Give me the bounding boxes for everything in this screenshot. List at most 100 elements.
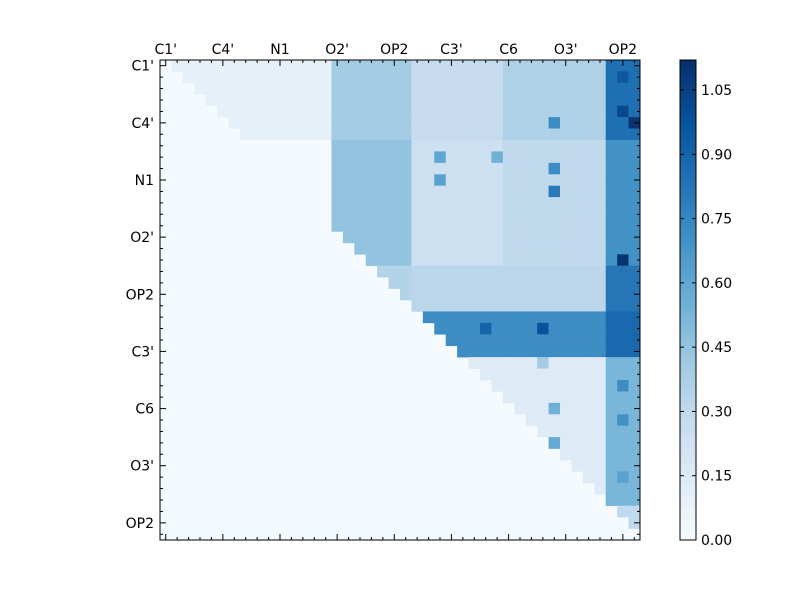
heatmap-cell (400, 128, 412, 141)
heatmap-cell (320, 117, 332, 129)
heatmap-cell (251, 117, 264, 129)
heatmap-cell (537, 311, 549, 324)
heatmap-cell (342, 185, 355, 198)
heatmap-cell (365, 242, 378, 255)
heatmap-cell (502, 380, 515, 392)
heatmap-cell (320, 94, 332, 107)
heatmap-cell (537, 197, 549, 209)
heatmap-cell (571, 117, 584, 129)
heatmap-cell (537, 71, 549, 84)
colorbar-tick-label: 0.00 (701, 533, 732, 549)
heatmap-cell (594, 71, 607, 84)
heatmap-cell (605, 117, 618, 129)
heatmap-cell (582, 151, 595, 164)
heatmap-cell (434, 277, 447, 289)
heatmap-cell (342, 117, 355, 129)
heatmap-cell (365, 254, 378, 267)
heatmap-cell (411, 220, 424, 232)
heatmap-cell (617, 460, 629, 472)
heatmap-cell (537, 380, 549, 392)
heatmap-cell (617, 277, 629, 289)
heatmap-cell (457, 208, 469, 221)
heatmap-cell (297, 60, 309, 72)
heatmap-cell (411, 265, 424, 278)
x-tick-label: C3' (440, 42, 463, 58)
heatmap-cell (480, 322, 492, 335)
heatmap-cell (537, 231, 549, 244)
heatmap-cell (560, 94, 572, 107)
heatmap-cell (571, 151, 584, 164)
heatmap-cell (548, 300, 561, 312)
heatmap-cell (525, 94, 538, 107)
heatmap-cell (548, 105, 561, 118)
heatmap-cell (457, 151, 469, 164)
heatmap-cell (377, 82, 389, 95)
heatmap-cell (548, 162, 561, 175)
heatmap-cell (605, 322, 618, 335)
heatmap-cell (377, 140, 389, 152)
heatmap-cell (605, 414, 618, 427)
heatmap-cell (445, 242, 458, 255)
heatmap-cell (422, 117, 435, 129)
heatmap-cell (365, 128, 378, 141)
heatmap-cell (548, 242, 561, 255)
heatmap-cell (274, 94, 287, 107)
x-tick-label: O2' (325, 42, 349, 58)
heatmap-cell (514, 174, 527, 187)
heatmap-cell (354, 174, 367, 187)
heatmap-cell (411, 151, 424, 164)
heatmap-cell (331, 151, 344, 164)
heatmap-cell (400, 208, 412, 221)
heatmap-cell (308, 185, 321, 198)
heatmap-cell (457, 82, 469, 95)
heatmap-cell (502, 242, 515, 255)
x-tick-label: C6 (499, 42, 518, 58)
heatmap-cell (617, 357, 629, 369)
heatmap-cell (594, 448, 607, 461)
heatmap-cell (525, 345, 538, 358)
heatmap-cell (297, 71, 309, 84)
heatmap-cell (491, 254, 504, 267)
heatmap-cell (594, 82, 607, 95)
heatmap-cell (571, 460, 584, 472)
heatmap-cells (160, 60, 641, 540)
heatmap-cell (560, 174, 572, 187)
heatmap-cell (628, 505, 641, 518)
heatmap-cell (560, 162, 572, 175)
heatmap-cell (480, 174, 492, 187)
heatmap-cell (308, 117, 321, 129)
heatmap-cell (457, 334, 469, 347)
heatmap-cell (308, 71, 321, 84)
heatmap-cell (548, 311, 561, 324)
heatmap-cell (628, 300, 641, 312)
heatmap-cell (480, 208, 492, 221)
heatmap-cell (594, 311, 607, 324)
heatmap-cell (582, 277, 595, 289)
heatmap-cell (560, 151, 572, 164)
heatmap-cell (617, 94, 629, 107)
heatmap-cell (365, 220, 378, 232)
heatmap-cell (262, 105, 275, 118)
heatmap-cell (514, 105, 527, 118)
heatmap-cell (582, 265, 595, 278)
heatmap-cell (377, 265, 389, 278)
heatmap-cell (628, 94, 641, 107)
heatmap-cell (502, 105, 515, 118)
heatmap-cell (422, 288, 435, 301)
heatmap-cell (320, 82, 332, 95)
heatmap-cell (525, 380, 538, 392)
heatmap-cell (617, 448, 629, 461)
heatmap-cell (468, 60, 481, 72)
heatmap-cell (354, 185, 367, 198)
heatmap-cell (228, 60, 241, 72)
heatmap-cell (342, 105, 355, 118)
heatmap-cell (422, 311, 435, 324)
heatmap-cell (297, 128, 309, 141)
heatmap-cell (628, 437, 641, 449)
heatmap-cell (491, 220, 504, 232)
heatmap-cell (537, 368, 549, 381)
heatmap-cell (445, 265, 458, 278)
heatmap-cell (342, 140, 355, 152)
heatmap-cell (605, 242, 618, 255)
heatmap-cell (560, 254, 572, 267)
